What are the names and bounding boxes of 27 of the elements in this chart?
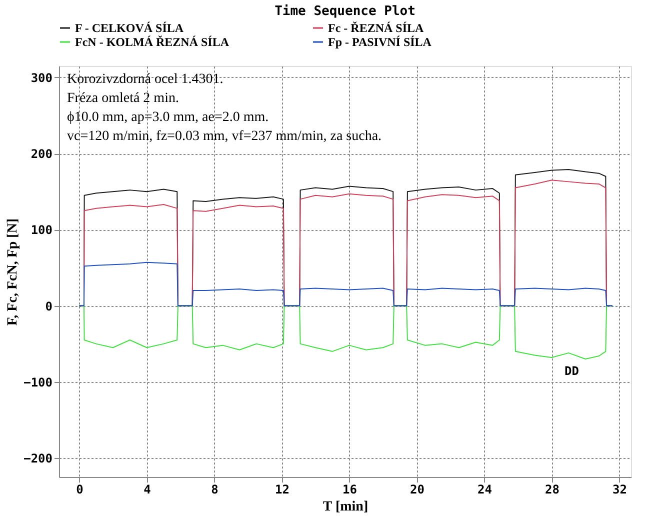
x-tick-label: 24 [477,482,492,496]
legend-label: Fp - PASIVNÍ SÍLA [328,35,432,49]
legend-label: F - CELKOVÁ SÍLA [75,21,184,35]
y-tick-label: −200 [24,451,52,466]
x-tick-label: 0 [76,482,84,496]
annotation: vc=120 m/min, fz=0.03 mm, vf=237 mm/min, za sucha. [67,129,382,144]
y-tick-label: 300 [30,70,52,85]
y-tick-label: 200 [30,147,52,162]
annotation: ϕ10.0 mm, ap=3.0 mm, ae=2.0 mm. [67,110,269,125]
x-tick-label: 4 [144,482,151,496]
annotation: Korozivzdorná ocel 1.4301. [67,72,224,87]
y-tick-label: −100 [24,375,52,390]
y-tick-label: 0 [45,299,52,314]
legend-label: FcN - KOLMÁ ŘEZNÁ SÍLA [75,35,230,49]
y-tick-label: 100 [30,223,52,238]
x-tick-label: 8 [211,482,218,496]
x-tick-label: 28 [544,482,560,496]
annotation: Fréza omletá 2 min. [67,91,179,106]
x-tick-label: 12 [275,482,290,496]
x-axis-title: T [min] [322,500,368,514]
x-tick-label: 32 [612,482,627,496]
annotation: DD [564,364,579,378]
chart-title: Time Sequence Plot [274,4,416,19]
x-tick-label: 20 [410,482,424,496]
x-tick-label: 16 [342,482,357,496]
legend-label: Fc - ŘEZNÁ SÍLA [328,21,424,35]
y-axis-title: F, Fc, FcN, Fp [N] [6,218,21,326]
